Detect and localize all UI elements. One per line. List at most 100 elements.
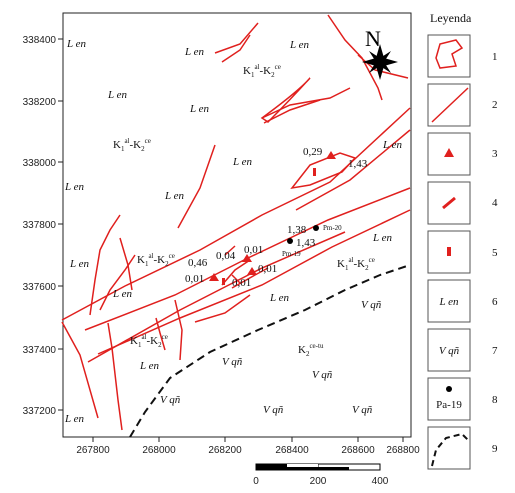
legend-number: 1	[492, 51, 498, 63]
fault-line	[295, 129, 411, 211]
value-label: 0,01	[244, 244, 263, 256]
value-label: 0,46	[188, 257, 208, 269]
unit-label: L en	[184, 46, 205, 58]
x-axis	[92, 437, 404, 442]
unit-label: L en	[107, 89, 128, 101]
unit-label: L en	[269, 292, 290, 304]
scale-label: 0	[253, 476, 259, 487]
y-tick: 338200	[23, 97, 57, 108]
unit-label: V qñ	[263, 404, 284, 416]
legend-unit-text: V qñ	[439, 345, 460, 357]
fault-line	[87, 231, 346, 363]
fault-line	[97, 209, 411, 355]
legend-number: 9	[492, 443, 498, 455]
sample-triangle	[242, 254, 252, 262]
y-tick: 338000	[23, 158, 57, 169]
unit-label: L en	[372, 232, 393, 244]
map-frame	[62, 12, 412, 438]
x-tick: 268400	[275, 445, 309, 456]
legend-number: 3	[492, 148, 498, 160]
value-label: 0,04	[216, 250, 236, 262]
unit-label-k: K1al-K2ce	[337, 256, 375, 272]
fault-line	[263, 99, 321, 124]
unit-label: L en	[189, 103, 210, 115]
y-tick: 337400	[23, 345, 57, 356]
legend-contact-icon	[431, 432, 469, 467]
legend-box	[427, 426, 471, 470]
fault-lines	[61, 14, 411, 431]
legend-rect-icon	[447, 247, 451, 256]
unit-label-k: K1al-K2ce	[243, 63, 281, 79]
legend-triangle-icon	[444, 148, 454, 157]
fault-line	[99, 254, 136, 311]
fault-line	[89, 214, 121, 316]
legend-unit-text: L en	[438, 296, 459, 308]
fault-line	[224, 245, 236, 256]
sample-id: Pm-19	[282, 250, 301, 258]
unit-label: L en	[64, 181, 85, 193]
value-label: 0,01	[258, 263, 277, 275]
unit-labels: L en L en L en L en L en L en L en L en …	[64, 38, 403, 425]
legend-number: 6	[492, 296, 498, 308]
unit-label: L en	[232, 156, 253, 168]
unit-label: V qñ	[361, 299, 382, 311]
fault-line	[119, 237, 133, 291]
legend-vein-icon	[442, 196, 456, 210]
legend-number: 2	[492, 99, 498, 111]
x-tick: 268800	[386, 445, 420, 456]
unit-label: V qñ	[352, 404, 373, 416]
y-tick: 337200	[23, 406, 57, 417]
unit-label: L en	[382, 139, 403, 151]
unit-label-k: K1al-K2ce	[130, 333, 168, 349]
value-label: 1,43	[348, 158, 368, 170]
legend-number: 8	[492, 394, 498, 406]
unit-label: V qñ	[160, 394, 181, 406]
value-label: 0,29	[303, 146, 323, 158]
north-arrow: N	[362, 26, 398, 80]
unit-label: L en	[64, 413, 85, 425]
geologic-contact-dashed	[129, 264, 411, 438]
fault-line	[155, 317, 166, 351]
sample-value: 1,43	[296, 237, 316, 249]
sample-triangle	[247, 267, 257, 275]
legend-number: 4	[492, 197, 498, 209]
sample-triangle	[326, 151, 336, 159]
fault-line	[261, 87, 351, 119]
fault-line	[221, 34, 251, 63]
legend-polygon-icon	[435, 39, 464, 69]
sample-point	[313, 225, 319, 231]
fault-line	[214, 22, 259, 54]
scale-bar: 0 200 400	[253, 463, 389, 487]
fault-line	[231, 274, 241, 284]
unit-label: V qñ	[312, 369, 333, 381]
legend-box	[427, 328, 471, 372]
fault-line	[194, 294, 251, 323]
legend-point-label: Pa-19	[436, 399, 462, 411]
fault-line	[221, 259, 251, 286]
unit-label: L en	[66, 38, 87, 50]
fault-line	[357, 54, 409, 79]
value-label: 0,01	[185, 273, 204, 285]
fault-line	[174, 299, 183, 361]
value-label: 0,01	[232, 277, 251, 289]
y-tick-labels: 338400 338200 338000 337800 337600 33740…	[23, 35, 57, 417]
fault-line	[61, 321, 99, 419]
unit-label-k: K1al-K2ce	[113, 137, 151, 153]
sample-triangles	[209, 151, 336, 281]
y-tick: 337600	[23, 282, 57, 293]
fault-line	[290, 152, 357, 190]
unit-label: L en	[139, 360, 160, 372]
legend: Leyenda 1 2 3 4 5 L en 6 V qñ 7 Pa-19 8 …	[427, 11, 498, 470]
legend-title: Leyenda	[430, 11, 472, 25]
legend-point-icon	[446, 386, 452, 392]
small-rect-mark	[313, 168, 316, 176]
legend-number: 5	[492, 247, 498, 259]
compass-star-diag-icon	[369, 51, 391, 73]
k-unit-labels: K1al-K2ce K1al-K2ce K1al-K2ce K1al-K2ce …	[113, 63, 375, 358]
fault-line	[107, 322, 123, 431]
x-tick: 268000	[142, 445, 176, 456]
north-label: N	[365, 26, 381, 51]
unit-label: L en	[69, 258, 90, 270]
sample-triangle	[209, 273, 219, 281]
